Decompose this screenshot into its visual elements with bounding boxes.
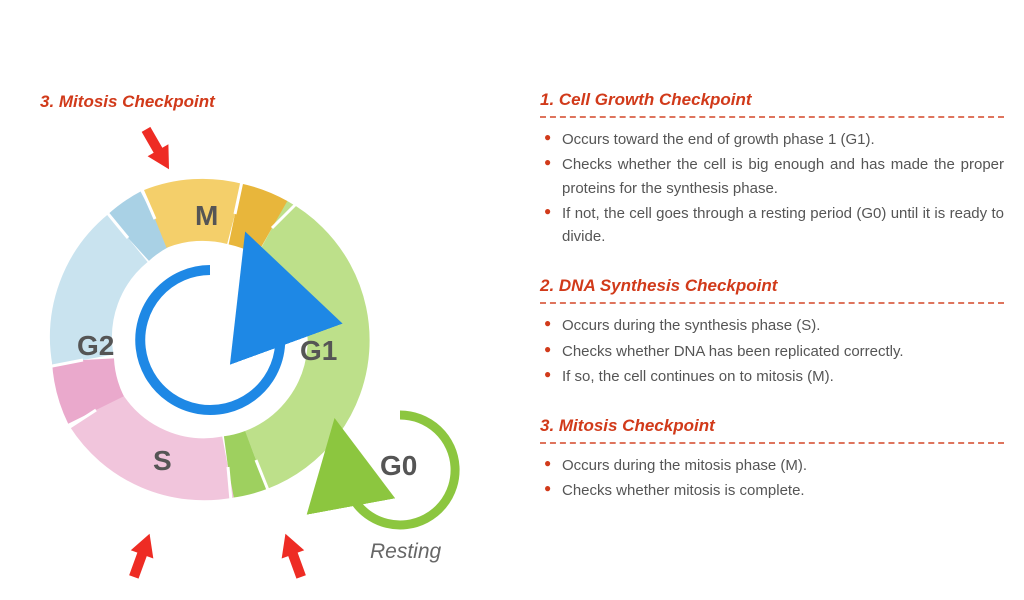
checkpoint-1-bullets: Occurs toward the end of growth phase 1 … — [540, 128, 1004, 248]
checkpoint-1-title: 1. Cell Growth Checkpoint — [540, 90, 1004, 110]
phase-g0-label: G0 — [380, 450, 417, 482]
phase-m-label: M — [195, 200, 218, 232]
checkpoint-block-1: 1. Cell Growth Checkpoint Occurs toward … — [540, 90, 1004, 248]
resting-label: Resting — [370, 540, 441, 564]
phase-s-label: S — [153, 445, 172, 477]
checkpoint-2-title: 2. DNA Synthesis Checkpoint — [540, 276, 1004, 296]
list-item: Checks whether mitosis is complete. — [544, 479, 1004, 502]
checkpoint-3-bullets: Occurs during the mitosis phase (M). Che… — [540, 454, 1004, 503]
phase-g1-label: G1 — [300, 335, 337, 367]
checkpoint-2-bullets: Occurs during the synthesis phase (S). C… — [540, 314, 1004, 388]
checkpoint-block-2: 2. DNA Synthesis Checkpoint Occurs durin… — [540, 276, 1004, 388]
phase-g2-label: G2 — [77, 330, 114, 362]
list-item: Checks whether DNA has been replicated c… — [544, 340, 1004, 363]
checkpoint-block-3: 3. Mitosis Checkpoint Occurs during the … — [540, 416, 1004, 503]
cycle-diagram: 3. Mitosis Checkpoint — [0, 0, 520, 600]
cycle-svg — [0, 0, 520, 600]
list-item: Occurs toward the end of growth phase 1 … — [544, 128, 1004, 151]
divider — [540, 302, 1004, 304]
checkpoint-descriptions: 1. Cell Growth Checkpoint Occurs toward … — [520, 0, 1024, 600]
divider — [540, 442, 1004, 444]
list-item: Occurs during the synthesis phase (S). — [544, 314, 1004, 337]
list-item: Checks whether the cell is big enough an… — [544, 153, 1004, 200]
checkpoint-3-title: 3. Mitosis Checkpoint — [540, 416, 1004, 436]
list-item: If so, the cell continues on to mitosis … — [544, 365, 1004, 388]
list-item: Occurs during the mitosis phase (M). — [544, 454, 1004, 477]
divider — [540, 116, 1004, 118]
list-item: If not, the cell goes through a resting … — [544, 202, 1004, 249]
